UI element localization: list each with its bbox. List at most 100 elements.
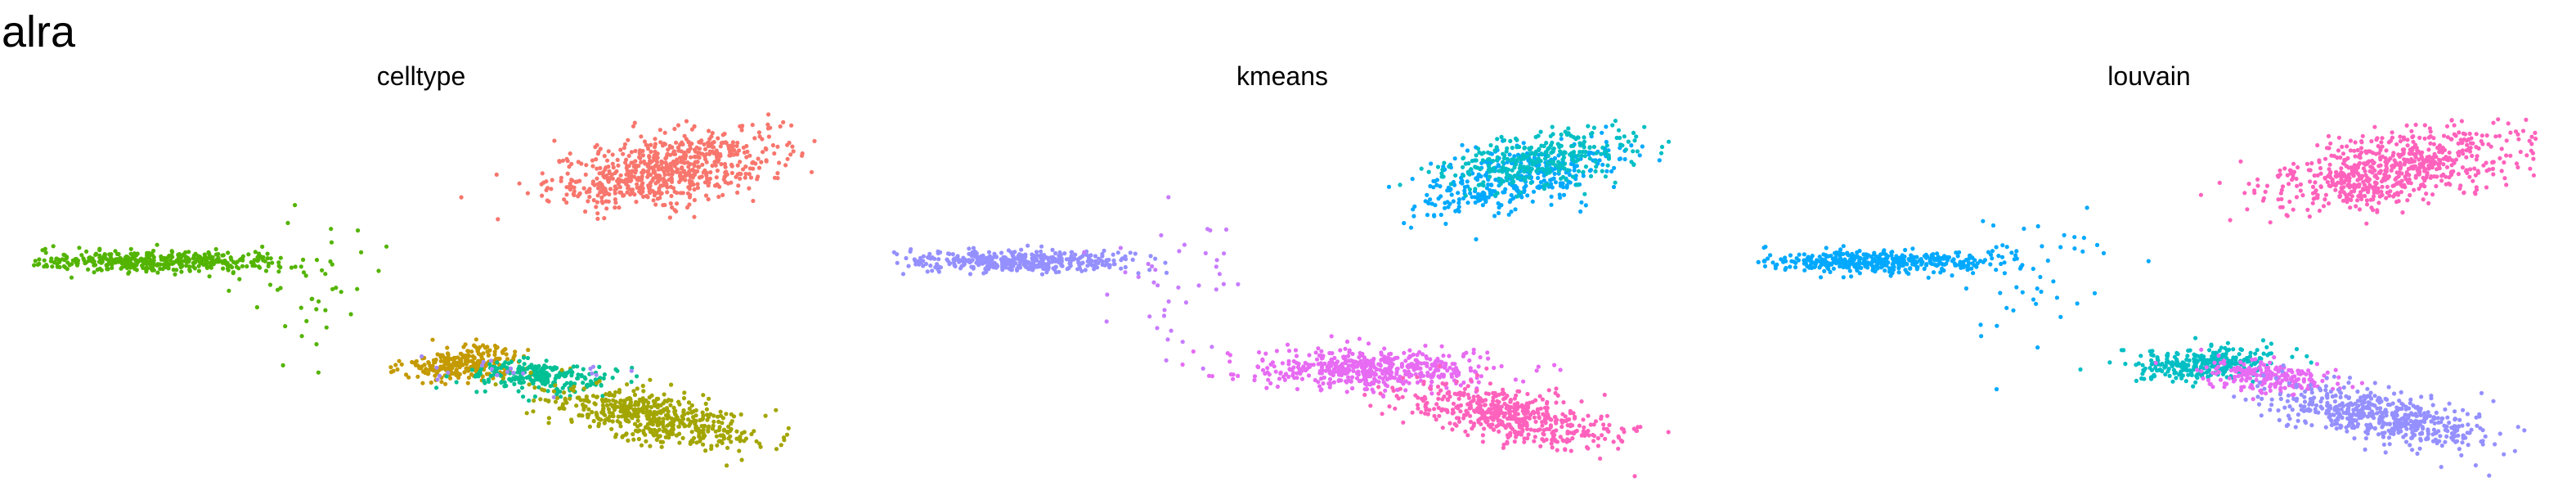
point (695, 182, 700, 187)
point (2424, 191, 2429, 196)
point (657, 128, 663, 133)
point (1461, 393, 1466, 398)
point (698, 439, 702, 444)
point (601, 409, 606, 414)
point (228, 264, 233, 268)
point (2313, 180, 2318, 185)
point (469, 364, 475, 369)
point (1540, 397, 1545, 402)
point (1104, 319, 1109, 324)
point (1476, 182, 1481, 187)
point (1386, 371, 1391, 376)
point (2268, 220, 2273, 225)
point (265, 256, 270, 261)
point (226, 250, 231, 255)
point (1089, 263, 1094, 268)
point (1512, 165, 1517, 170)
point (453, 355, 458, 360)
point (697, 432, 702, 437)
point (2449, 158, 2455, 163)
point (1635, 149, 1640, 154)
point (475, 349, 480, 354)
point (528, 377, 533, 382)
point (2362, 182, 2367, 187)
point (1501, 190, 1506, 195)
point (958, 258, 963, 263)
point (435, 377, 440, 382)
point (1498, 421, 1504, 426)
point (1554, 428, 1559, 433)
point (626, 137, 631, 142)
point (1050, 247, 1055, 252)
point (551, 389, 557, 394)
point (1471, 350, 1476, 355)
point (1375, 367, 1380, 372)
point (565, 371, 570, 376)
point (1581, 169, 1586, 174)
point (1518, 163, 1523, 168)
point (701, 434, 706, 439)
point (1634, 428, 1640, 434)
point (1208, 227, 1213, 233)
point (752, 429, 756, 434)
point (320, 268, 325, 273)
point (2346, 165, 2351, 170)
point (1581, 417, 1586, 422)
point (245, 264, 249, 269)
point (1492, 414, 1497, 419)
point (1433, 368, 1438, 373)
point (710, 130, 715, 136)
point (1623, 147, 1628, 152)
point (918, 255, 923, 260)
point (604, 199, 608, 204)
point (756, 156, 761, 161)
point (1079, 268, 1084, 273)
point (713, 429, 718, 434)
point (184, 264, 189, 268)
point (2474, 132, 2479, 137)
point (1558, 367, 1563, 372)
point (1343, 361, 1348, 366)
point (406, 375, 411, 380)
point (604, 206, 609, 211)
point (543, 380, 548, 385)
point (677, 402, 682, 407)
point (766, 112, 771, 117)
point (486, 353, 491, 358)
point (812, 138, 817, 143)
point (720, 192, 725, 197)
point (1344, 379, 1349, 384)
point (169, 249, 174, 254)
point (1282, 377, 1287, 382)
point (728, 428, 733, 434)
point (629, 368, 634, 373)
point (770, 142, 776, 148)
point (166, 266, 171, 271)
point (602, 216, 607, 221)
point (747, 172, 752, 177)
point (1528, 412, 1533, 417)
point (1508, 198, 1513, 203)
point (1458, 409, 1463, 414)
point (1147, 314, 1152, 319)
point (1354, 371, 1360, 376)
point (1553, 180, 1558, 185)
point (643, 432, 648, 437)
point (1522, 188, 1527, 193)
point (2358, 155, 2363, 160)
point (43, 246, 47, 251)
point (1561, 185, 1566, 190)
point (1371, 371, 1376, 376)
point (69, 275, 74, 280)
point (715, 159, 720, 164)
point (1528, 427, 1533, 432)
point (1499, 134, 1504, 139)
point (587, 195, 592, 200)
point (2348, 148, 2353, 153)
point (1612, 165, 1617, 170)
point (2468, 167, 2473, 172)
point (466, 349, 471, 354)
point (1272, 364, 1277, 369)
point (1441, 374, 1446, 379)
point (1380, 376, 1385, 381)
